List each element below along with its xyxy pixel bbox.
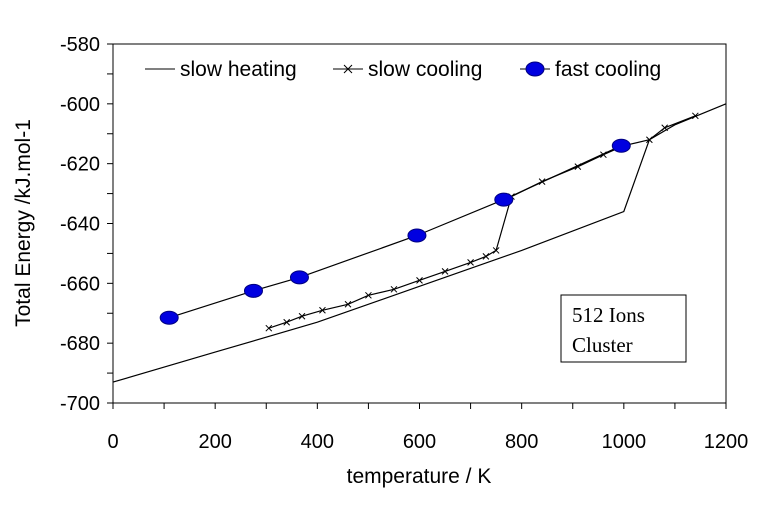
- x-axis-ticks: 0 200 400 600 800 1000 1200: [107, 403, 748, 453]
- x-tick-label: 1000: [602, 431, 647, 453]
- legend-label-slow-cooling: slow cooling: [368, 58, 482, 81]
- annotation-line-1: 512 Ions: [572, 303, 645, 327]
- data-point-circle: [611, 138, 631, 153]
- data-point-x-marker: [467, 259, 474, 266]
- data-point-x-marker: [319, 306, 326, 314]
- legend-label-fast-cooling: fast cooling: [555, 58, 661, 81]
- data-point-circle: [243, 283, 263, 298]
- legend-swatch-fast-cooling-marker: [525, 61, 545, 77]
- data-point-x-marker: [600, 151, 607, 159]
- annotation-frame: [560, 294, 687, 363]
- x-tick-label: 0: [107, 431, 118, 453]
- y-tick-label: -640: [60, 214, 100, 236]
- x-tick-label: 600: [403, 431, 436, 453]
- x-tick-label: 1200: [704, 431, 749, 453]
- y-axis-title: Total Energy /kJ.mol-1: [12, 119, 35, 327]
- data-point-x-marker: [661, 124, 669, 132]
- data-point-x-marker: [538, 178, 546, 185]
- y-tick-label: -600: [60, 94, 100, 116]
- annotation-box: 512 Ions Cluster: [560, 294, 687, 363]
- x-axis-title: temperature / K: [347, 465, 492, 488]
- data-point-x-marker: [298, 312, 306, 320]
- data-point-circle: [159, 310, 179, 325]
- legend-swatch-slow-cooling-marker: [343, 64, 353, 74]
- data-point-x-marker: [265, 324, 273, 332]
- x-tick-label: 800: [505, 431, 538, 453]
- x-tick-label: 400: [301, 431, 334, 453]
- data-point-x-marker: [344, 300, 352, 308]
- annotation-line-2: Cluster: [572, 333, 633, 357]
- data-point-circle: [289, 270, 309, 285]
- y-tick-label: -660: [60, 273, 100, 295]
- legend: slow heating slow cooling fast cooling: [145, 58, 661, 81]
- series-layer: [112, 103, 727, 383]
- data-point-x-marker: [691, 112, 699, 120]
- x-tick-label: 200: [198, 431, 231, 453]
- y-axis-ticks: -580 -600 -620 -640 -660 -680 -700: [60, 34, 113, 415]
- y-tick-label: -620: [60, 154, 100, 176]
- data-point-x-marker: [441, 268, 449, 275]
- data-point-x-marker: [365, 291, 372, 299]
- data-point-x-marker: [646, 136, 653, 144]
- data-point-x-marker: [283, 318, 291, 326]
- data-point-x-marker: [482, 253, 490, 260]
- data-point-circle: [407, 228, 427, 243]
- data-point-x-marker: [574, 163, 582, 171]
- data-point-x-marker: [390, 285, 398, 293]
- data-point-x-marker: [416, 276, 423, 284]
- y-tick-label: -580: [60, 34, 100, 56]
- legend-label-slow-heating: slow heating: [180, 58, 297, 81]
- series-line-2: [169, 145, 622, 319]
- y-tick-label: -700: [60, 393, 100, 415]
- y-tick-label: -680: [60, 333, 100, 355]
- data-point-circle: [494, 192, 514, 207]
- data-point-x-marker: [492, 247, 500, 254]
